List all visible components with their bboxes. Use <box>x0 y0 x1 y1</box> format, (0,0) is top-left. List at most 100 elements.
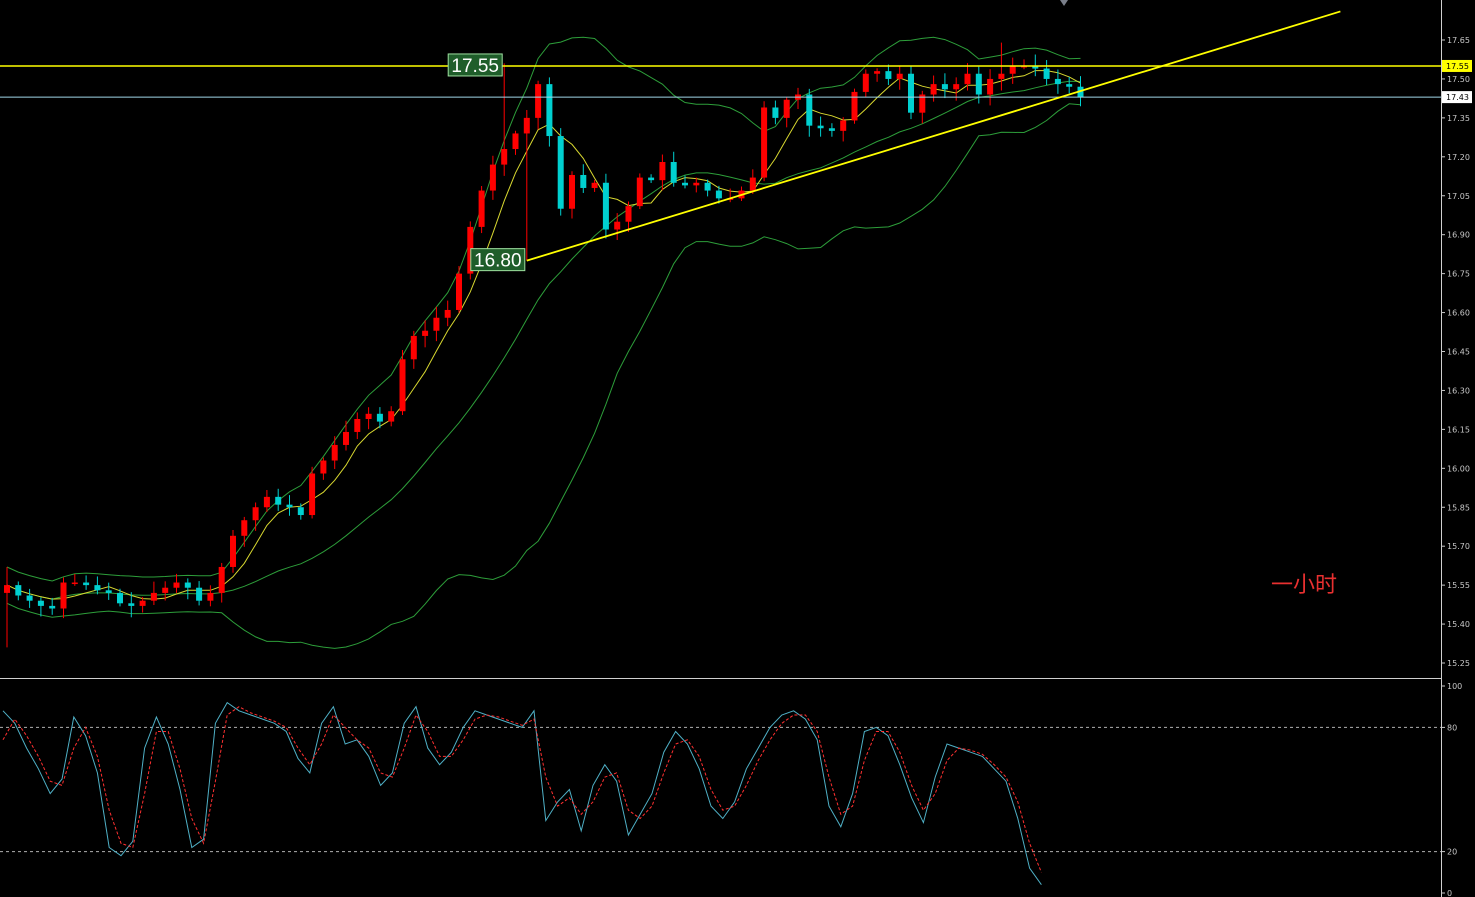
candle <box>636 173 643 210</box>
candle-body <box>953 84 960 90</box>
candle <box>614 213 621 240</box>
candle-body <box>410 335 417 360</box>
candle-body <box>343 431 349 445</box>
candle-body <box>365 413 372 419</box>
candle-body <box>1009 65 1016 74</box>
candle-body <box>602 182 609 230</box>
candle-body <box>636 177 643 207</box>
candle-body <box>862 73 869 92</box>
upper-band-line <box>6 36 1081 582</box>
candle <box>772 100 779 125</box>
candle-body <box>840 120 847 131</box>
candle <box>196 581 203 606</box>
candle <box>851 88 858 124</box>
candle <box>105 582 112 600</box>
candle-body <box>150 592 157 601</box>
candle-body <box>94 585 101 591</box>
signal-line <box>2 706 1042 873</box>
candle <box>444 300 451 327</box>
candle <box>941 73 948 99</box>
candle <box>682 175 688 189</box>
candle <box>670 151 677 187</box>
candle-body <box>704 182 711 191</box>
price-label-text: 17.55 <box>451 56 499 77</box>
candle <box>715 185 722 204</box>
candle-body <box>975 73 982 95</box>
candle <box>569 171 575 219</box>
candle-body <box>964 73 971 85</box>
candle-body <box>252 507 259 521</box>
candle <box>535 80 542 130</box>
candle-body <box>1043 68 1050 79</box>
candle <box>964 63 971 91</box>
candle-body <box>772 107 779 118</box>
candle <box>659 154 666 191</box>
candle-body <box>139 600 146 606</box>
candle <box>320 457 327 480</box>
candle-body <box>422 330 429 336</box>
candle-body <box>1032 65 1039 69</box>
candle <box>263 489 270 512</box>
price-tag-text: 17.43 <box>1446 93 1469 102</box>
candle-body <box>286 504 293 508</box>
candle-body <box>15 585 22 596</box>
price-label-box <box>447 53 503 77</box>
osc-tick-label: 20 <box>1447 848 1457 857</box>
lower-band-line <box>6 103 1081 649</box>
candle <box>410 330 417 369</box>
candle <box>512 130 519 155</box>
osc-tick-label: 80 <box>1447 723 1457 732</box>
candle-body <box>874 71 881 74</box>
candle-body <box>196 587 203 601</box>
candle <box>874 68 881 82</box>
candle <box>71 573 78 586</box>
candle <box>252 502 259 531</box>
candle <box>60 577 67 619</box>
candle-body <box>399 359 406 412</box>
horizontal-levels <box>0 10 1442 262</box>
y-tick-label: 16.30 <box>1447 386 1470 395</box>
y-tick-label: 15.55 <box>1447 581 1470 590</box>
candle <box>523 109 530 261</box>
candle-body <box>682 182 688 186</box>
candle-body <box>783 99 790 118</box>
candle-body <box>162 587 169 593</box>
candle <box>783 97 790 128</box>
candle-body <box>715 190 722 199</box>
candle <box>433 306 440 342</box>
candle <box>184 578 191 600</box>
candle-body <box>557 136 564 209</box>
candle-body <box>230 535 236 567</box>
candle-body <box>523 117 530 134</box>
candle-body <box>309 473 316 516</box>
candle-body <box>207 592 214 601</box>
candle <box>704 179 711 197</box>
candle-body <box>828 128 835 131</box>
candle <box>15 581 22 601</box>
y-tick-label: 15.70 <box>1447 542 1470 551</box>
candle-body <box>433 317 440 331</box>
candle-body <box>105 590 112 593</box>
candle-body <box>670 162 677 183</box>
candle-body <box>614 221 621 230</box>
candle <box>128 592 135 618</box>
candle <box>693 177 700 193</box>
osc-tick-label: 0 <box>1447 889 1452 897</box>
candle-body <box>37 600 44 606</box>
candle <box>139 597 146 613</box>
candle-body <box>591 182 598 188</box>
candle-body <box>580 174 587 188</box>
candle-body <box>817 125 824 129</box>
candle <box>648 174 655 183</box>
candle <box>1066 76 1073 94</box>
candle <box>83 575 90 590</box>
candle-body <box>376 413 383 422</box>
y-tick-label: 17.20 <box>1447 153 1470 162</box>
candle-body <box>456 273 462 310</box>
candle <box>840 117 847 142</box>
oscillator-line <box>2 701 1042 885</box>
candle-body <box>806 94 813 126</box>
candle <box>286 495 293 516</box>
candle <box>230 530 236 573</box>
